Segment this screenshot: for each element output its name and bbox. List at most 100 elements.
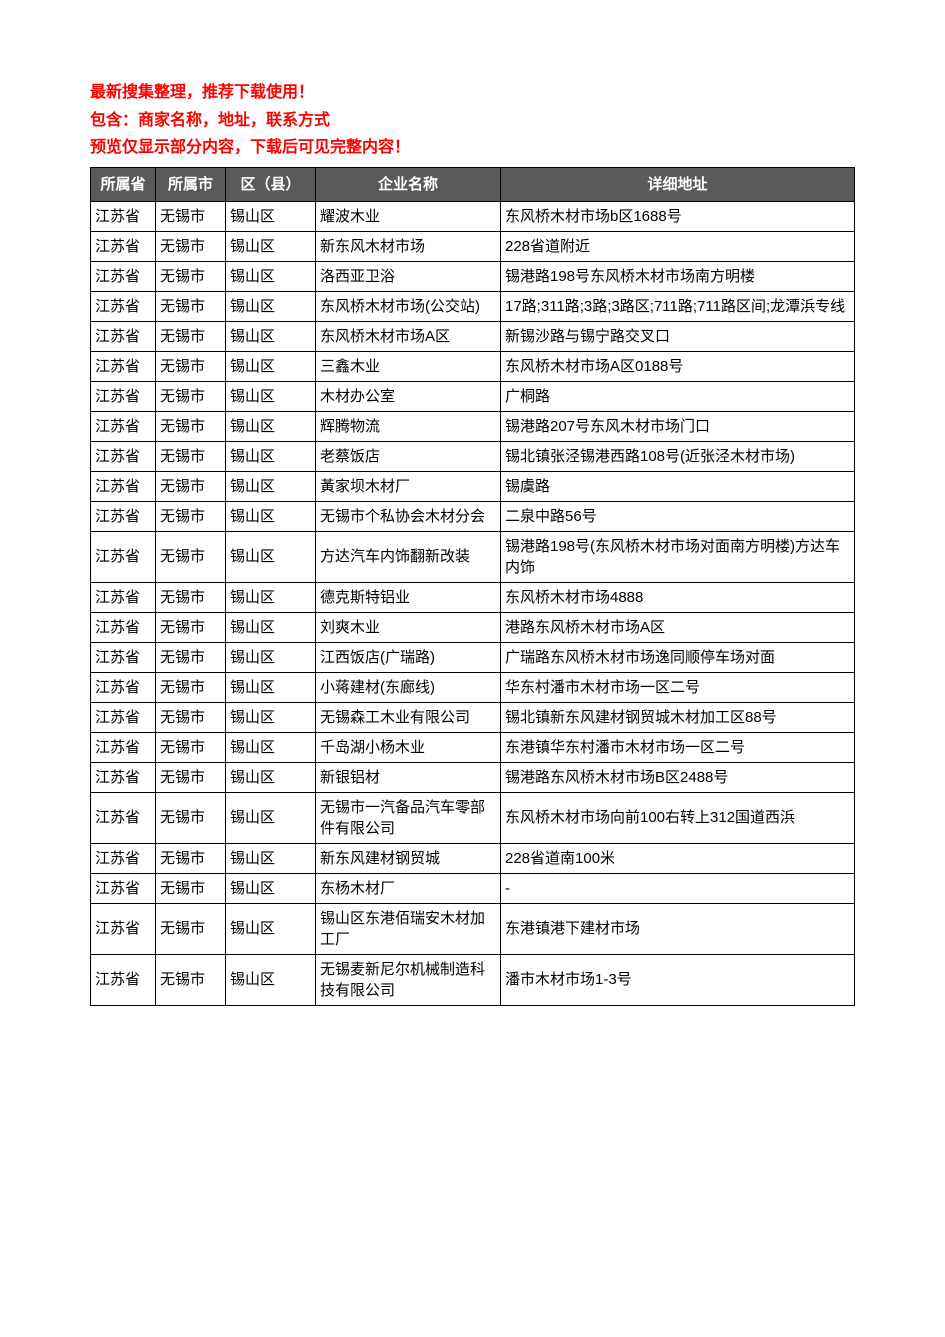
table-row: 江苏省无锡市锡山区无锡麦新尼尔机械制造科技有限公司潘市木材市场1-3号: [91, 954, 855, 1005]
table-cell: 无锡市: [156, 321, 226, 351]
table-cell: 小蒋建材(东廊线): [316, 672, 501, 702]
table-cell: 江苏省: [91, 351, 156, 381]
table-cell: 锡山区: [226, 582, 316, 612]
table-row: 江苏省无锡市锡山区千岛湖小杨木业东港镇华东村潘市木材市场一区二号: [91, 732, 855, 762]
table-cell: 锡山区: [226, 873, 316, 903]
table-cell: 新银铝材: [316, 762, 501, 792]
table-row: 江苏省无锡市锡山区三鑫木业东风桥木材市场A区0188号: [91, 351, 855, 381]
table-cell: 锡北镇新东风建材钢贸城木材加工区88号: [501, 702, 855, 732]
table-cell: 17路;311路;3路;3路区;711路;711路区间;龙潭浜专线: [501, 291, 855, 321]
table-cell: 东港镇华东村潘市木材市场一区二号: [501, 732, 855, 762]
table-cell: 锡港路东风桥木材市场B区2488号: [501, 762, 855, 792]
table-cell: 无锡市: [156, 231, 226, 261]
table-cell: 锡港路198号(东风桥木材市场对面南方明楼)方达车内饰: [501, 531, 855, 582]
table-row: 江苏省无锡市锡山区木材办公室广桐路: [91, 381, 855, 411]
table-cell: 东风桥木材市场(公交站): [316, 291, 501, 321]
table-cell: 锡山区: [226, 792, 316, 843]
table-cell: 老蔡饭店: [316, 441, 501, 471]
table-cell: 辉腾物流: [316, 411, 501, 441]
table-cell: 锡山区: [226, 321, 316, 351]
col-address: 详细地址: [501, 167, 855, 201]
table-cell: 无锡森工木业有限公司: [316, 702, 501, 732]
header-line-1: 最新搜集整理，推荐下载使用！: [90, 80, 855, 106]
table-row: 江苏省无锡市锡山区方达汽车内饰翻新改装锡港路198号(东风桥木材市场对面南方明楼…: [91, 531, 855, 582]
table-cell: 无锡市: [156, 471, 226, 501]
table-cell: 德克斯特铝业: [316, 582, 501, 612]
table-cell: 江苏省: [91, 642, 156, 672]
table-cell: 锡港路207号东风木材市场门口: [501, 411, 855, 441]
table-cell: 东风桥木材市场A区: [316, 321, 501, 351]
table-cell: 无锡市: [156, 762, 226, 792]
table-cell: 锡山区: [226, 501, 316, 531]
table-cell: 锡山区: [226, 291, 316, 321]
table-cell: 千岛湖小杨木业: [316, 732, 501, 762]
table-cell: 江苏省: [91, 843, 156, 873]
table-cell: 锡山区: [226, 441, 316, 471]
table-row: 江苏省无锡市锡山区无锡森工木业有限公司锡北镇新东风建材钢贸城木材加工区88号: [91, 702, 855, 732]
table-cell: 无锡市: [156, 381, 226, 411]
table-cell: 无锡市: [156, 642, 226, 672]
col-company: 企业名称: [316, 167, 501, 201]
table-cell: 无锡市: [156, 441, 226, 471]
table-row: 江苏省无锡市锡山区东风桥木材市场A区新锡沙路与锡宁路交叉口: [91, 321, 855, 351]
table-row: 江苏省无锡市锡山区德克斯特铝业东风桥木材市场4888: [91, 582, 855, 612]
table-cell: 江苏省: [91, 582, 156, 612]
table-cell: 锡山区: [226, 702, 316, 732]
col-province: 所属省: [91, 167, 156, 201]
table-cell: 无锡市: [156, 351, 226, 381]
table-row: 江苏省无锡市锡山区无锡市个私协会木材分会二泉中路56号: [91, 501, 855, 531]
table-cell: 刘爽木业: [316, 612, 501, 642]
table-cell: 无锡市: [156, 843, 226, 873]
table-cell: 方达汽车内饰翻新改装: [316, 531, 501, 582]
table-cell: 江苏省: [91, 954, 156, 1005]
header-line-2: 包含：商家名称，地址，联系方式: [90, 108, 855, 134]
table-cell: 无锡市: [156, 702, 226, 732]
table-row: 江苏省无锡市锡山区江西饭店(广瑞路)广瑞路东风桥木材市场逸同顺停车场对面: [91, 642, 855, 672]
table-cell: 锡虞路: [501, 471, 855, 501]
table-row: 江苏省无锡市锡山区新东风建材钢贸城228省道南100米: [91, 843, 855, 873]
table-cell: 木材办公室: [316, 381, 501, 411]
table-cell: 耀波木业: [316, 201, 501, 231]
table-row: 江苏省无锡市锡山区新东风木材市场228省道附近: [91, 231, 855, 261]
table-cell: 东风桥木材市场向前100右转上312国道西浜: [501, 792, 855, 843]
table-cell: 江苏省: [91, 411, 156, 441]
table-cell: 锡山区: [226, 732, 316, 762]
table-cell: 锡山区: [226, 261, 316, 291]
table-cell: 无锡麦新尼尔机械制造科技有限公司: [316, 954, 501, 1005]
table-row: 江苏省无锡市锡山区东风桥木材市场(公交站)17路;311路;3路;3路区;711…: [91, 291, 855, 321]
table-cell: 江苏省: [91, 261, 156, 291]
table-row: 江苏省无锡市锡山区辉腾物流锡港路207号东风木材市场门口: [91, 411, 855, 441]
table-cell: 华东村潘市木材市场一区二号: [501, 672, 855, 702]
table-cell: 无锡市: [156, 531, 226, 582]
table-cell: 广瑞路东风桥木材市场逸同顺停车场对面: [501, 642, 855, 672]
header-line-3: 预览仅显示部分内容，下载后可见完整内容！: [90, 135, 855, 161]
table-cell: 无锡市: [156, 291, 226, 321]
table-cell: 无锡市: [156, 201, 226, 231]
table-cell: 江苏省: [91, 231, 156, 261]
table-row: 江苏省无锡市锡山区刘爽木业港路东风桥木材市场A区: [91, 612, 855, 642]
table-cell: 锡山区: [226, 231, 316, 261]
table-cell: 江苏省: [91, 501, 156, 531]
table-cell: 锡山区: [226, 672, 316, 702]
table-cell: 锡山区: [226, 954, 316, 1005]
table-cell: 三鑫木业: [316, 351, 501, 381]
table-header-row: 所属省 所属市 区（县） 企业名称 详细地址: [91, 167, 855, 201]
table-cell: 江苏省: [91, 792, 156, 843]
table-cell: 二泉中路56号: [501, 501, 855, 531]
table-cell: 228省道南100米: [501, 843, 855, 873]
table-cell: 江苏省: [91, 201, 156, 231]
table-cell: 锡港路198号东风桥木材市场南方明楼: [501, 261, 855, 291]
table-row: 江苏省无锡市锡山区老蔡饭店锡北镇张泾锡港西路108号(近张泾木材市场): [91, 441, 855, 471]
table-cell: 江苏省: [91, 321, 156, 351]
table-row: 江苏省无锡市锡山区锡山区东港佰瑞安木材加工厂东港镇港下建材市场: [91, 903, 855, 954]
table-cell: 无锡市: [156, 672, 226, 702]
table-cell: 无锡市: [156, 411, 226, 441]
table-cell: 228省道附近: [501, 231, 855, 261]
col-district: 区（县）: [226, 167, 316, 201]
table-cell: 东杨木材厂: [316, 873, 501, 903]
table-cell: 锡山区: [226, 642, 316, 672]
table-cell: 无锡市: [156, 873, 226, 903]
table-cell: 江苏省: [91, 291, 156, 321]
table-cell: 新锡沙路与锡宁路交叉口: [501, 321, 855, 351]
table-cell: 无锡市个私协会木材分会: [316, 501, 501, 531]
